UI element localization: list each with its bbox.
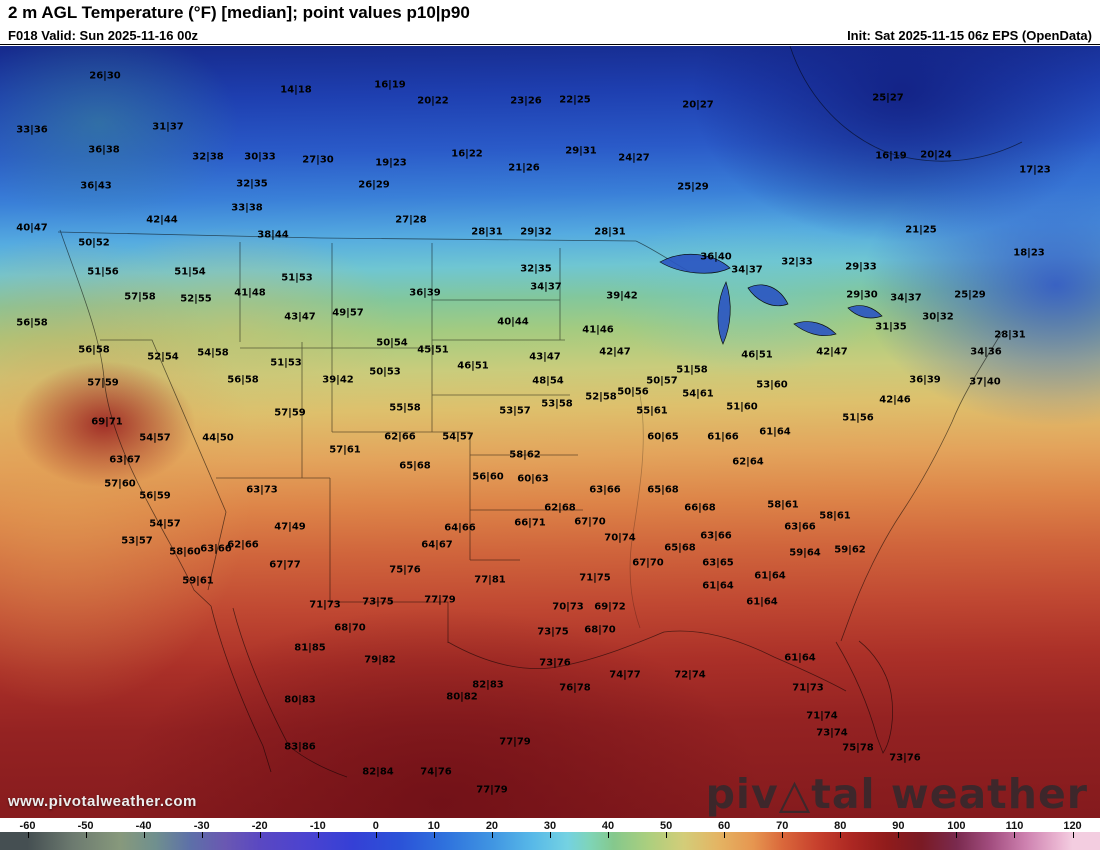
lake-erie bbox=[793, 321, 837, 337]
valid-time-text: F018 Valid: Sun 2025-11-16 00z bbox=[8, 27, 199, 43]
colorbar-tick-mark bbox=[1014, 832, 1016, 838]
lake-michigan bbox=[717, 281, 731, 345]
colorbar-tick-mark bbox=[840, 832, 842, 838]
colorbar-tick-mark bbox=[27, 832, 29, 838]
pacific-coastline bbox=[59, 229, 212, 607]
forecast-info-bar: F018 Valid: Sun 2025-11-16 00z Init: Sat… bbox=[0, 26, 1100, 45]
lake-ontario bbox=[847, 305, 883, 319]
colorbar-tick-mark bbox=[608, 832, 610, 838]
lake-huron bbox=[747, 284, 789, 307]
colorbar-tick-label: -20 bbox=[251, 820, 268, 832]
page-title: 2 m AGL Temperature (°F) [median]; point… bbox=[8, 3, 470, 22]
hudson-bay-coastline bbox=[789, 46, 1023, 162]
colorbar-tick-label: -50 bbox=[77, 820, 94, 832]
logo-text-pre: piv bbox=[705, 770, 779, 818]
florida-coastline bbox=[835, 640, 893, 754]
state-borders-svg bbox=[57, 46, 1023, 778]
pivotal-weather-logo: piv△tal weather bbox=[706, 770, 1088, 818]
colorbar-tick-label: 100 bbox=[947, 820, 966, 832]
colorbar-tick-label: 80 bbox=[834, 820, 847, 832]
colorbar-tick-label: 20 bbox=[485, 820, 499, 832]
colorbar-tick-mark bbox=[259, 832, 261, 838]
colorbar-tick-label: 120 bbox=[1063, 820, 1082, 832]
colorbar-tick-mark bbox=[956, 832, 958, 838]
atlantic-coastline bbox=[840, 331, 1003, 642]
colorbar-tick-mark bbox=[143, 832, 145, 838]
colorbar-tick-label: 70 bbox=[776, 820, 789, 832]
colorbar-tick-mark bbox=[898, 832, 900, 838]
colorbar-tick-label: 0 bbox=[372, 820, 379, 832]
colorbar-tick-label: 60 bbox=[718, 820, 731, 832]
canada-border-line bbox=[57, 231, 637, 242]
colorbar-tick-label: -30 bbox=[193, 820, 210, 832]
colorbar-tick-label: 10 bbox=[427, 820, 440, 832]
colorbar-tick-mark bbox=[85, 832, 87, 838]
temperature-map: www.pivotalweather.com piv△tal weather bbox=[0, 46, 1100, 818]
temperature-colorbar: -60 -50 -40 -30 -20 -10 0 10 20 30 40 50 60 70 80 90 100… bbox=[0, 818, 1100, 850]
mississippi-river-line bbox=[629, 394, 644, 629]
colorbar-tick-mark bbox=[491, 832, 493, 838]
lake-superior bbox=[659, 253, 731, 274]
colorbar-tick-mark bbox=[433, 832, 435, 838]
colorbar-tick-mark bbox=[1072, 832, 1074, 838]
gulf-coastline bbox=[447, 630, 847, 692]
colorbar-tick-label: 110 bbox=[1005, 820, 1024, 832]
init-time-text: Init: Sat 2025-11-15 06z EPS (OpenData) bbox=[847, 27, 1092, 43]
logo-text-post: tal weather bbox=[811, 770, 1088, 818]
colorbar-tick-label: 90 bbox=[892, 820, 905, 832]
logo-triangle-icon: △ bbox=[778, 770, 812, 818]
title-bar: 2 m AGL Temperature (°F) [median]; point… bbox=[0, 0, 1100, 26]
colorbar-labels: -60 -50 -40 -30 -20 -10 0 10 20 30 40 50 60 70 80 90 100… bbox=[0, 818, 1100, 832]
colorbar-tick-mark bbox=[724, 832, 726, 838]
colorbar-tick-mark bbox=[782, 832, 784, 838]
colorbar-tick-label: 30 bbox=[543, 820, 557, 832]
colorbar-tick-mark bbox=[550, 832, 551, 838]
colorbar-tick-mark bbox=[666, 832, 668, 838]
colorbar-tick-label: -40 bbox=[135, 820, 152, 832]
colorbar-tick-label: -10 bbox=[309, 820, 326, 832]
colorbar-tick-label: -60 bbox=[19, 820, 36, 832]
colorbar-strip bbox=[0, 832, 1100, 850]
colorbar-tick-mark bbox=[201, 832, 203, 838]
colorbar-tick-label: 40 bbox=[601, 820, 615, 832]
colorbar-tick-mark bbox=[375, 832, 377, 838]
colorbar-tick-label: 50 bbox=[659, 820, 673, 832]
colorbar-tick-mark bbox=[317, 832, 319, 838]
watermark-url: www.pivotalweather.com bbox=[8, 793, 197, 810]
